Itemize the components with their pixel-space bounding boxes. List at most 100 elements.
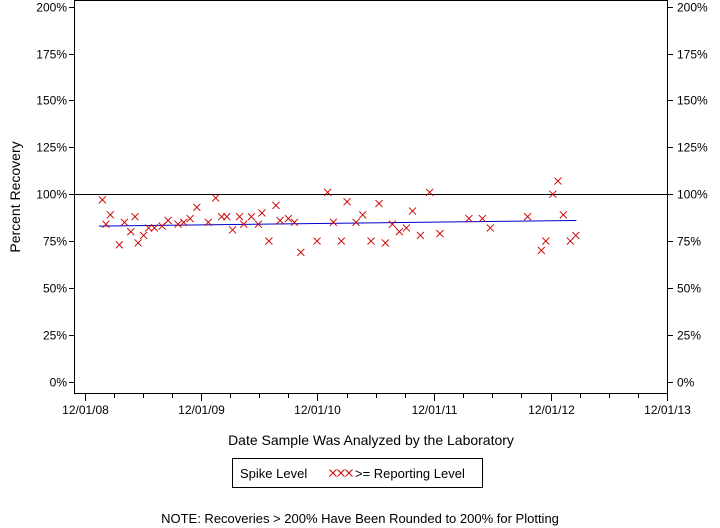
marker-stroke [537, 246, 546, 255]
marker-stroke [296, 248, 305, 257]
y-tick-label-right: 200% [677, 1, 708, 15]
data-point [381, 239, 390, 247]
marker-stroke [228, 225, 237, 234]
data-point [375, 199, 383, 208]
marker-stroke [174, 220, 182, 229]
marker-stroke [102, 220, 110, 229]
marker-stroke [131, 212, 139, 221]
data-point [254, 220, 263, 229]
x-tick-label: 12/01/13 [644, 403, 691, 417]
marker-stroke [164, 216, 172, 225]
marker-stroke [337, 237, 346, 245]
marker-stroke [416, 231, 425, 240]
marker-stroke [329, 469, 337, 477]
x-tick-label: 12/01/12 [528, 403, 575, 417]
marker-stroke [186, 214, 195, 223]
data-point [408, 207, 417, 215]
data-point [247, 212, 256, 221]
data-point [115, 240, 124, 249]
y-tick-label-right: 0% [677, 376, 695, 390]
marker-stroke [381, 239, 390, 247]
marker-stroke [343, 197, 351, 206]
legend-label-reporting-level: >= Reporting Level [355, 466, 465, 481]
marker-stroke [345, 469, 353, 477]
data-point [120, 218, 129, 227]
marker-stroke [559, 210, 568, 219]
data-point [134, 239, 143, 247]
data-point [144, 224, 153, 232]
data-point [102, 220, 110, 229]
y-tick-label-right: 25% [677, 329, 701, 343]
marker-stroke [402, 224, 411, 232]
x-axis-title: Date Sample Was Analyzed by the Laborato… [228, 432, 514, 448]
marker-stroke [395, 227, 404, 236]
data-point [548, 190, 557, 199]
marker-stroke [408, 207, 417, 215]
x-tick-label: 12/01/10 [294, 403, 341, 417]
data-point [284, 214, 293, 223]
y-tick-label-left: 75% [43, 235, 67, 249]
data-point [265, 237, 273, 245]
y-tick-label-left: 125% [36, 141, 67, 155]
data-point [416, 231, 425, 240]
legend-reporting-level-markers [329, 469, 353, 477]
marker-stroke [134, 239, 143, 247]
data-point [131, 212, 139, 221]
marker-stroke [106, 210, 115, 219]
data-point [343, 197, 351, 206]
x-tick-label: 12/01/08 [62, 403, 109, 417]
legend: Spike Level >= Reporting Level [232, 458, 483, 488]
y-tick-label-left: 150% [36, 94, 67, 108]
data-point [276, 216, 284, 225]
data-point [258, 209, 266, 217]
marker-stroke [523, 212, 532, 221]
plot-note: NOTE: Recoveries > 200% Have Been Rounde… [161, 511, 559, 526]
marker-stroke [313, 237, 321, 245]
marker-stroke [222, 212, 231, 221]
marker-stroke [192, 203, 201, 212]
marker-stroke [388, 220, 397, 229]
marker-stroke [239, 220, 248, 229]
data-point [367, 237, 375, 245]
data-point [150, 224, 159, 232]
data-point [541, 237, 550, 245]
y-tick-label-right: 125% [677, 141, 708, 155]
y-tick-label-right: 75% [677, 235, 701, 249]
data-point [192, 203, 201, 212]
data-point [179, 218, 188, 227]
data-point [174, 220, 182, 229]
data-point [388, 220, 397, 229]
marker-stroke [265, 237, 273, 245]
data-point [329, 218, 338, 227]
marker-stroke [258, 209, 266, 217]
data-points [98, 177, 580, 257]
data-point [523, 212, 532, 221]
marker-stroke [120, 218, 129, 227]
data-point [478, 214, 487, 223]
y-axis-title: Percent Recovery [7, 141, 23, 252]
y-axes: 0% 0% 25% 25% 50% 50% 75% 75% 100% 100% 125% 125% 15… [36, 1, 708, 390]
marker-stroke [254, 220, 263, 229]
marker-stroke [139, 231, 148, 240]
marker-stroke [548, 190, 557, 199]
data-point [559, 210, 568, 219]
data-point [204, 218, 213, 227]
marker-stroke [211, 194, 220, 202]
x-axis: 12/01/08 12/01/09 12/01/10 12/01/11 12/01/12… [62, 393, 691, 417]
marker-stroke [425, 188, 434, 197]
marker-stroke [150, 224, 159, 232]
data-point [537, 246, 546, 255]
marker-stroke [98, 195, 107, 204]
marker-stroke [179, 218, 188, 227]
y-tick-label-right: 175% [677, 48, 708, 62]
marker-stroke [352, 218, 360, 227]
y-tick-label-right: 100% [677, 188, 708, 202]
data-point [98, 195, 107, 204]
marker-stroke [486, 224, 495, 232]
data-point [158, 222, 166, 230]
marker-stroke [367, 237, 375, 245]
data-point [395, 227, 404, 236]
data-point [436, 229, 444, 238]
marker-stroke [247, 212, 256, 221]
